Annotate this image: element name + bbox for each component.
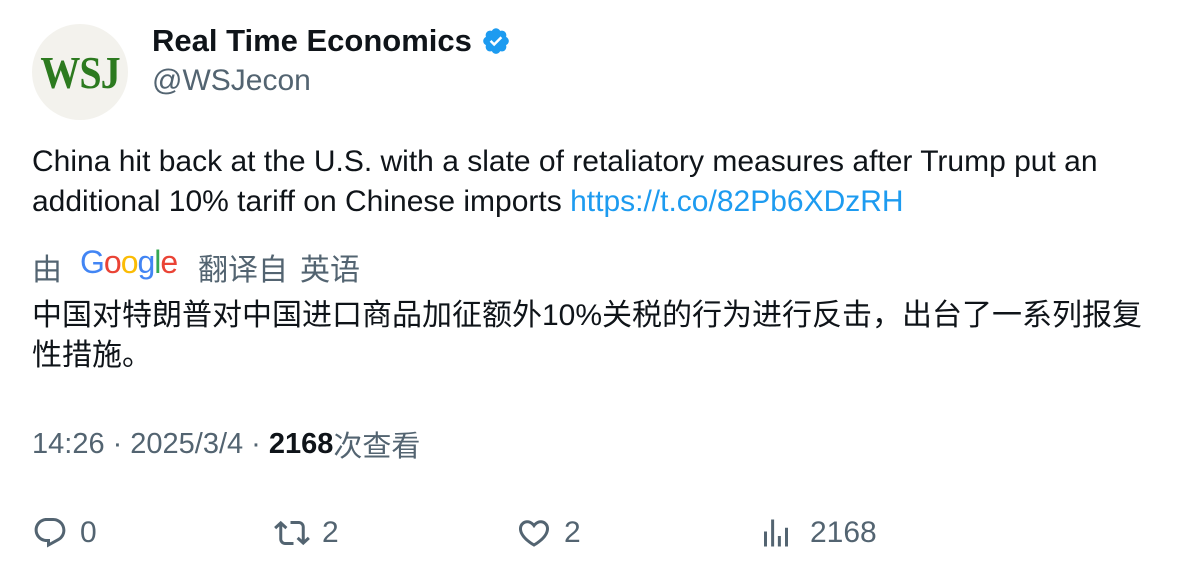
translated-text: 中国对特朗普对中国进口商品加征额外10%关税的行为进行反击，出台了一系列报复性措… xyxy=(32,299,1143,372)
meta-separator: · xyxy=(112,427,123,460)
translation-attribution: 由 Google 翻译自 英语 xyxy=(32,244,360,289)
google-logo: Google xyxy=(80,244,178,289)
tweet-text: China hit back at the U.S. with a slate … xyxy=(32,142,1172,222)
tweet-time[interactable]: 14:26 xyxy=(32,427,105,460)
reply-button[interactable]: 0 xyxy=(32,511,97,555)
avatar-logo-text: WSJ xyxy=(40,46,120,98)
views-action-count: 2168 xyxy=(810,516,877,549)
meta-separator: · xyxy=(251,427,261,460)
views-button[interactable]: 2168 xyxy=(758,511,877,555)
verified-badge-icon[interactable] xyxy=(481,26,511,56)
user-handle[interactable]: @WSJecon xyxy=(152,64,311,97)
retweet-button[interactable]: 2 xyxy=(274,511,339,555)
avatar[interactable]: WSJ xyxy=(32,24,128,120)
heart-icon xyxy=(518,520,550,547)
views-label: 次查看 xyxy=(333,431,421,463)
tweet-date[interactable]: 2025/3/4 xyxy=(130,427,244,460)
translation-source-language: 英语 xyxy=(300,254,360,287)
reply-count: 0 xyxy=(80,516,97,549)
tweet-link[interactable]: https://t.co/82Pb6XDzRH xyxy=(570,185,904,218)
display-name[interactable]: Real Time Economics xyxy=(152,23,472,58)
translation-label: 翻译自 xyxy=(198,254,288,287)
svg-text:Google: Google xyxy=(80,245,177,280)
user-name-row: Real Time Economics xyxy=(152,22,511,60)
views-count: 2168 xyxy=(268,427,334,460)
translation-prefix: 由 xyxy=(32,254,62,287)
retweet-count: 2 xyxy=(322,516,339,549)
tweet-meta: 14:26 · 2025/3/4 · 2168 次查看 xyxy=(32,424,420,464)
like-button[interactable]: 2 xyxy=(516,511,581,555)
reply-icon xyxy=(34,518,66,548)
like-count: 2 xyxy=(564,516,581,549)
views-chart-icon xyxy=(764,519,788,547)
retweet-icon xyxy=(274,520,310,546)
action-bar: 0 2 2 2168 xyxy=(0,511,1196,555)
tweet-body: China hit back at the U.S. with a slate … xyxy=(32,145,1098,218)
